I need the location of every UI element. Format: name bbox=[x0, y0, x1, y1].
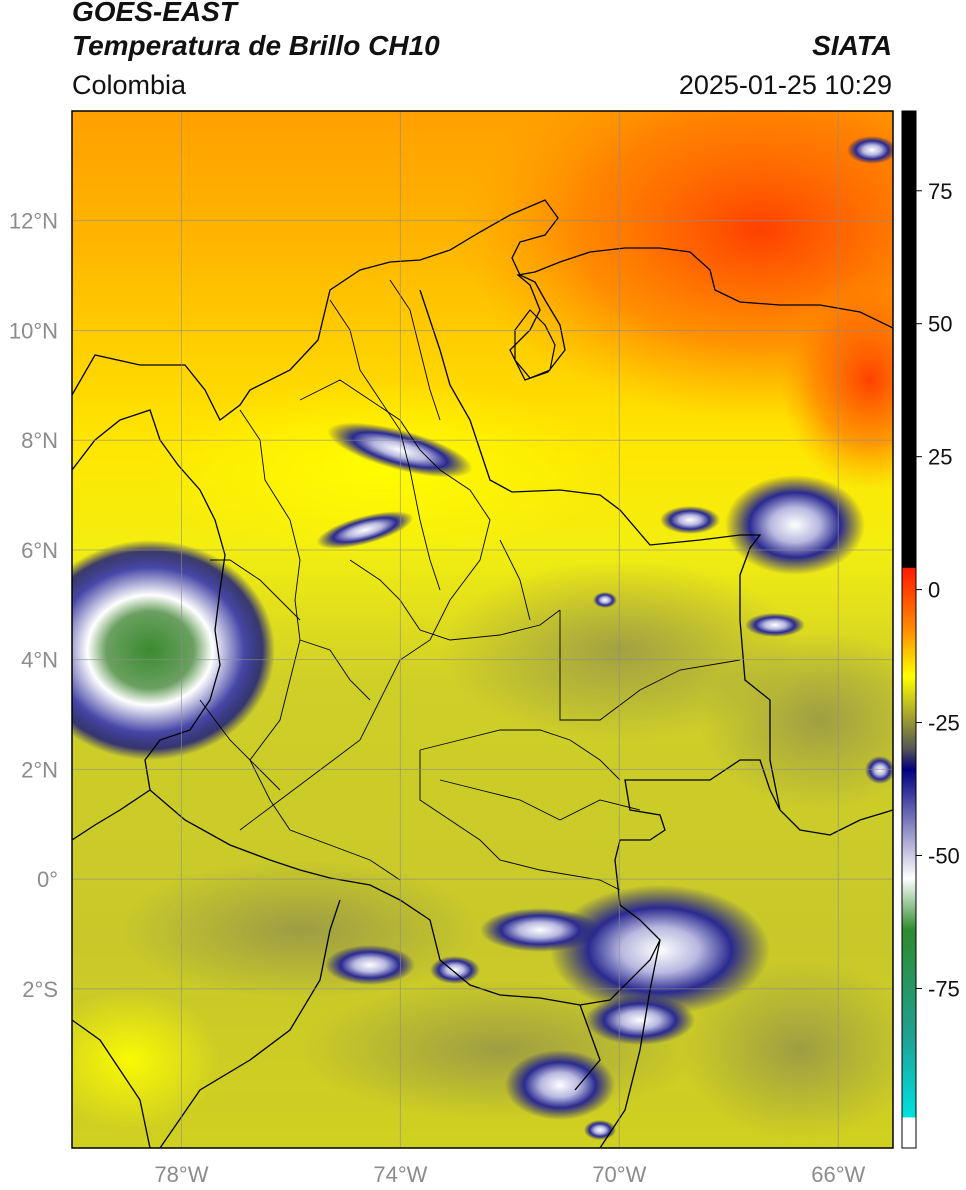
colorbar-ticks: 75 50 25 0 -25 -50 -75 bbox=[916, 179, 960, 1001]
longitude-labels: 78°W 74°W 70°W 66°W bbox=[154, 1162, 865, 1187]
longitude-tick-label: 70°W bbox=[592, 1162, 646, 1187]
organization-label: SIATA bbox=[812, 30, 892, 61]
colorbar-tick-label: 0 bbox=[928, 578, 940, 603]
latitude-tick-label: 2°S bbox=[22, 977, 58, 1002]
department-borders bbox=[199, 279, 741, 891]
map-frame bbox=[71, 110, 894, 1149]
longitude-tick-label: 74°W bbox=[373, 1162, 427, 1187]
latitude-tick-label: 8°N bbox=[21, 428, 58, 453]
graticule-grid bbox=[72, 111, 893, 1148]
colorbar-tick-label: 25 bbox=[928, 445, 952, 470]
latitude-tick-label: 6°N bbox=[21, 538, 58, 563]
colorbar bbox=[902, 111, 916, 1148]
latitude-tick-label: 12°N bbox=[9, 209, 58, 234]
colorbar-tick-label: -50 bbox=[928, 844, 960, 869]
latitude-tick-label: 10°N bbox=[9, 318, 58, 343]
product-title: Temperatura de Brillo CH10 bbox=[72, 30, 440, 61]
coastline-borders bbox=[72, 199, 893, 1148]
timestamp-label: 2025-01-25 10:29 bbox=[678, 70, 892, 100]
longitude-tick-label: 78°W bbox=[154, 1162, 208, 1187]
satellite-title: GOES-EAST bbox=[72, 0, 237, 27]
colorbar-tick-label: 75 bbox=[928, 179, 952, 204]
colorbar-tick-label: -75 bbox=[928, 976, 960, 1001]
colorbar-frame bbox=[901, 110, 917, 1149]
longitude-tick-label: 66°W bbox=[811, 1162, 865, 1187]
latitude-tick-label: 0° bbox=[37, 867, 58, 892]
colorbar-tick-label: 50 bbox=[928, 312, 952, 337]
latitude-tick-label: 4°N bbox=[21, 648, 58, 673]
latitude-labels: 12°N 10°N 8°N 6°N 4°N 2°N 0° 2°S bbox=[9, 209, 58, 1002]
brightness-temperature-field bbox=[72, 111, 893, 1148]
colorbar-tick-label: -25 bbox=[928, 711, 960, 736]
latitude-tick-label: 2°N bbox=[21, 757, 58, 782]
region-label: Colombia bbox=[72, 70, 187, 100]
